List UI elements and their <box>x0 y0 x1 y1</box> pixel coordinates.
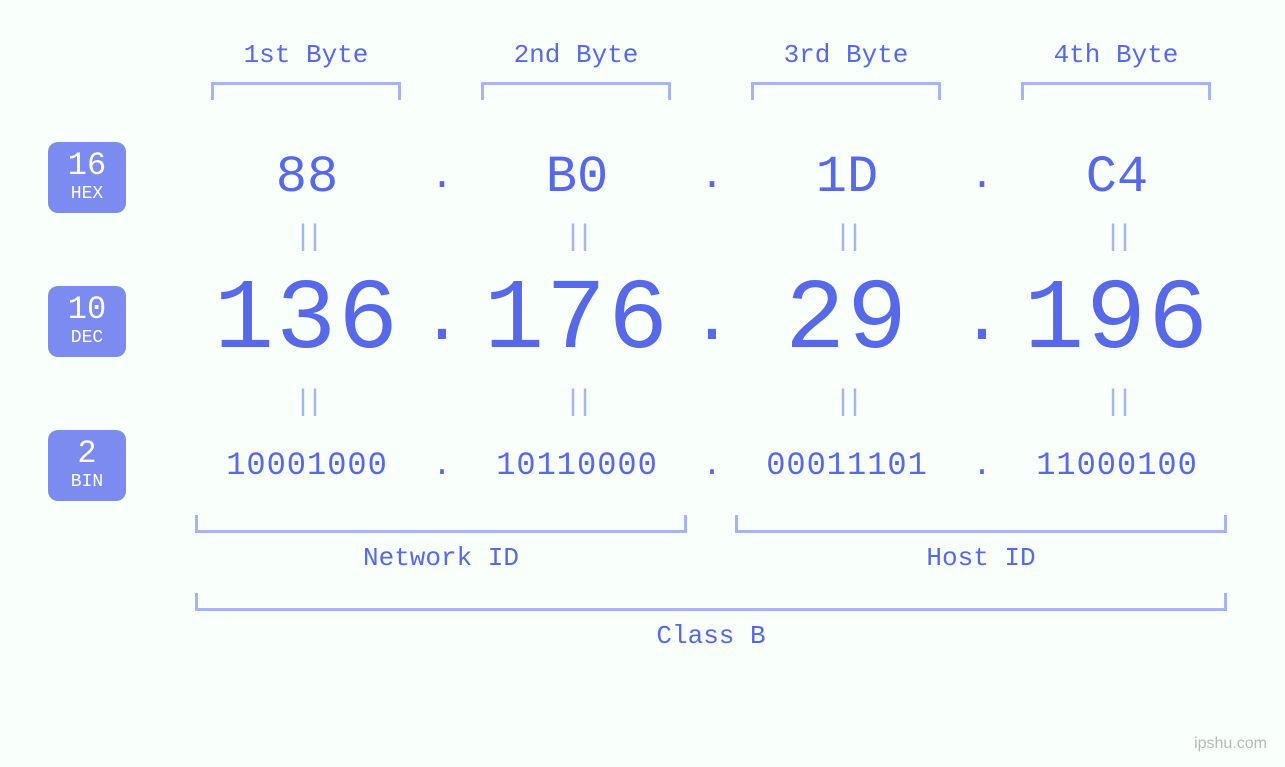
hex-sep-1: . <box>418 155 466 200</box>
eq-2-1: || <box>195 386 417 420</box>
hex-byte-3: 1D <box>736 148 958 207</box>
byte-header-3: 3rd Byte <box>735 40 957 100</box>
network-id-bracket <box>195 515 687 533</box>
equals-row-1: || || || || <box>195 221 1285 255</box>
id-brackets: Network ID Host ID <box>195 515 1285 573</box>
bin-badge-num: 2 <box>48 436 126 471</box>
eq-1-1: || <box>195 221 417 255</box>
bin-row: 2 BIN 10001000 . 10110000 . 00011101 . 1… <box>48 430 1285 501</box>
equals-row-2: || || || || <box>195 386 1285 420</box>
hex-byte-4: C4 <box>1006 148 1228 207</box>
eq-2-4: || <box>1005 386 1227 420</box>
bin-sep-2: . <box>688 447 736 484</box>
bin-values: 10001000 . 10110000 . 00011101 . 1100010… <box>196 447 1228 484</box>
hex-row: 16 HEX 88 . B0 . 1D . C4 <box>48 142 1285 213</box>
dec-byte-2: 176 <box>466 265 688 378</box>
dec-row: 10 DEC 136 . 176 . 29 . 196 <box>48 265 1285 378</box>
hex-badge: 16 HEX <box>48 142 126 213</box>
hex-badge-num: 16 <box>48 148 126 183</box>
byte-header-1: 1st Byte <box>195 40 417 100</box>
hex-badge-sys: HEX <box>48 185 126 205</box>
byte-header-2-label: 2nd Byte <box>465 40 687 70</box>
bin-byte-2: 10110000 <box>466 447 688 484</box>
bin-byte-4: 11000100 <box>1006 447 1228 484</box>
dec-sep-3: . <box>958 282 1006 361</box>
bin-sep-1: . <box>418 447 466 484</box>
eq-1-4: || <box>1005 221 1227 255</box>
dec-sep-1: . <box>418 282 466 361</box>
byte-header-2: 2nd Byte <box>465 40 687 100</box>
bin-badge-sys: BIN <box>48 473 126 493</box>
dec-byte-4: 196 <box>1006 265 1228 378</box>
bin-sep-3: . <box>958 447 1006 484</box>
dec-byte-3: 29 <box>736 265 958 378</box>
eq-2-2: || <box>465 386 687 420</box>
network-id-label: Network ID <box>195 543 687 573</box>
eq-1-2: || <box>465 221 687 255</box>
dec-values: 136 . 176 . 29 . 196 <box>196 265 1228 378</box>
byte-header-4-label: 4th Byte <box>1005 40 1227 70</box>
class-label: Class B <box>195 621 1227 651</box>
eq-1-3: || <box>735 221 957 255</box>
host-id-label: Host ID <box>735 543 1227 573</box>
eq-2-3: || <box>735 386 957 420</box>
hex-sep-2: . <box>688 155 736 200</box>
byte-bracket-4 <box>1021 82 1211 100</box>
hex-byte-2: B0 <box>466 148 688 207</box>
dec-sep-2: . <box>688 282 736 361</box>
bin-byte-1: 10001000 <box>196 447 418 484</box>
dec-badge-sys: DEC <box>48 329 126 349</box>
class-bracket-section: Class B <box>195 593 1285 651</box>
hex-sep-3: . <box>958 155 1006 200</box>
byte-headers-row: 1st Byte 2nd Byte 3rd Byte 4th Byte <box>195 40 1285 100</box>
host-id-bracket <box>735 515 1227 533</box>
byte-header-1-label: 1st Byte <box>195 40 417 70</box>
byte-bracket-3 <box>751 82 941 100</box>
byte-bracket-2 <box>481 82 671 100</box>
dec-byte-1: 136 <box>196 265 418 378</box>
byte-header-4: 4th Byte <box>1005 40 1227 100</box>
class-bracket <box>195 593 1227 611</box>
watermark: ipshu.com <box>1194 735 1267 753</box>
bin-byte-3: 00011101 <box>736 447 958 484</box>
bin-badge: 2 BIN <box>48 430 126 501</box>
hex-byte-1: 88 <box>196 148 418 207</box>
dec-badge-num: 10 <box>48 292 126 327</box>
byte-header-3-label: 3rd Byte <box>735 40 957 70</box>
dec-badge: 10 DEC <box>48 286 126 357</box>
byte-bracket-1 <box>211 82 401 100</box>
hex-values: 88 . B0 . 1D . C4 <box>196 148 1228 207</box>
